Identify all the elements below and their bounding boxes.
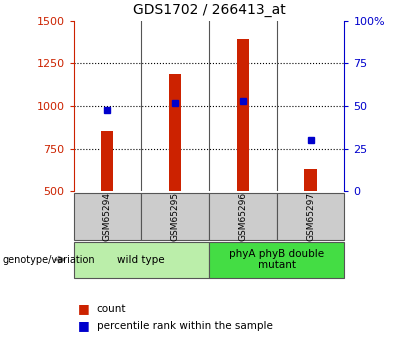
Text: GSM65294: GSM65294 [103, 192, 112, 241]
Text: ■: ■ [78, 319, 89, 333]
Text: wild type: wild type [118, 255, 165, 265]
Text: genotype/variation: genotype/variation [2, 255, 95, 265]
Bar [304, 169, 317, 191]
Text: GSM65296: GSM65296 [238, 192, 247, 241]
Bar [237, 39, 249, 191]
Title: GDS1702 / 266413_at: GDS1702 / 266413_at [133, 3, 285, 17]
Text: percentile rank within the sample: percentile rank within the sample [97, 321, 273, 331]
Text: count: count [97, 304, 126, 314]
Text: GSM65297: GSM65297 [306, 192, 315, 241]
Text: GSM65295: GSM65295 [171, 192, 180, 241]
Bar [169, 75, 181, 191]
Text: ■: ■ [78, 302, 89, 315]
Text: phyA phyB double
mutant: phyA phyB double mutant [229, 249, 324, 270]
Bar [101, 131, 113, 191]
